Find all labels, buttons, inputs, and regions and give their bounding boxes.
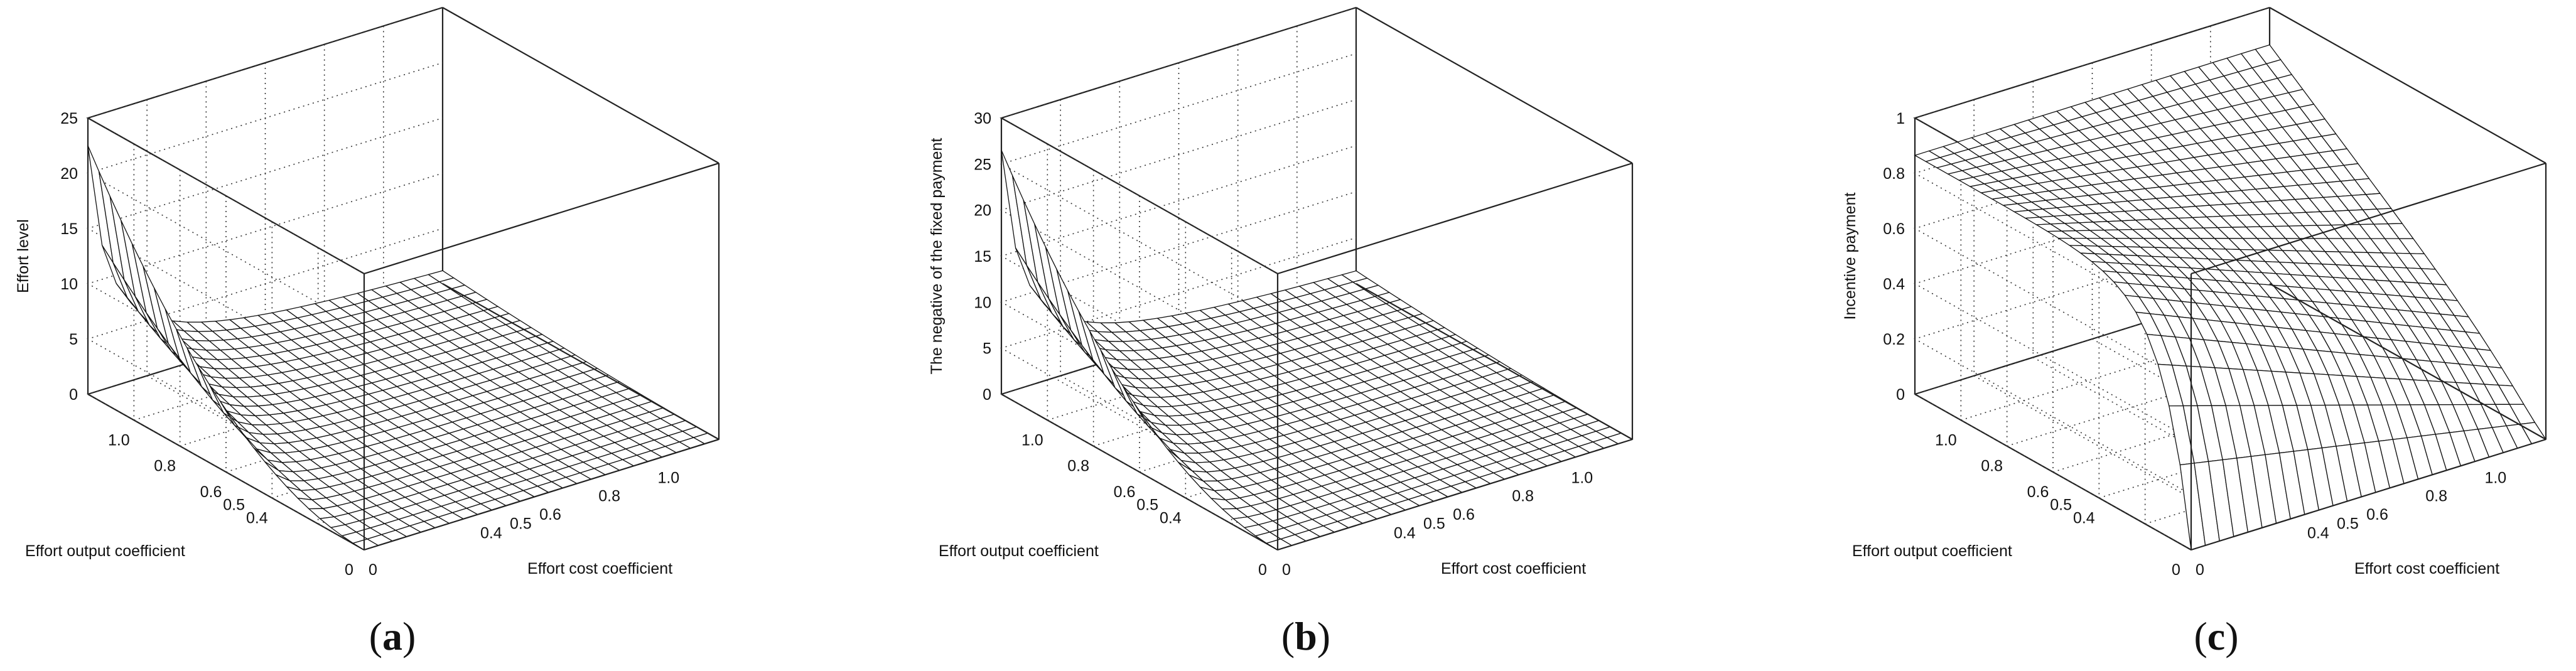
- z-axis-label: Effort level: [14, 219, 32, 293]
- y-tick-label: 0.6: [539, 506, 561, 523]
- axes-frame-front: [1276, 7, 1634, 551]
- x-tick-label: 0: [345, 561, 353, 579]
- y-tick-label: 0: [2196, 561, 2204, 579]
- z-tick-label: 5: [983, 340, 991, 358]
- y-tick-label: 0.5: [2337, 515, 2359, 533]
- x-tick-label: 0: [1258, 561, 1267, 579]
- x-axis-label: Effort output coefficient: [939, 542, 1099, 560]
- panel-label: (a): [369, 614, 416, 658]
- x-tick-label: 0.8: [1981, 458, 2003, 475]
- panel-label: (b): [1281, 614, 1330, 658]
- y-tick-label: 0.4: [1394, 524, 1416, 542]
- z-tick-label: 20: [60, 165, 78, 183]
- tick-labels: 00.20.40.60.8100.40.50.60.81.000.40.50.6…: [1883, 110, 2506, 579]
- y-axis-label: Effort cost coefficient: [2354, 560, 2499, 577]
- z-tick-label: 10: [60, 276, 78, 293]
- axes-frame: [86, 6, 673, 550]
- z-tick-label: 10: [974, 294, 991, 311]
- z-tick-label: 0.4: [1883, 276, 1905, 293]
- x-tick-label: 0.8: [1067, 458, 1089, 475]
- y-tick-label: 0.5: [510, 515, 532, 533]
- z-tick-label: 0.8: [1883, 165, 1905, 183]
- z-tick-label: 0.6: [1883, 220, 1905, 238]
- x-axis-label: Effort output coefficient: [1852, 542, 2012, 560]
- y-tick-label: 0.6: [2366, 506, 2388, 523]
- surface-mesh: [87, 145, 720, 550]
- surface-mesh: [1001, 150, 1634, 550]
- z-tick-label: 0.2: [1883, 331, 1905, 348]
- chart-panel-c: 00.20.40.60.8100.40.50.60.81.000.40.50.6…: [1841, 6, 2547, 658]
- surface-mesh: [1914, 44, 2547, 550]
- z-tick-label: 15: [60, 220, 78, 238]
- x-tick-label: 1.0: [1021, 431, 1043, 449]
- z-tick-label: 0: [69, 386, 78, 404]
- panel-label: (c): [2194, 614, 2238, 658]
- z-tick-label: 30: [974, 110, 991, 127]
- z-tick-label: 0: [983, 386, 991, 404]
- x-tick-label: 0.8: [154, 458, 176, 475]
- z-tick-label: 20: [974, 202, 991, 220]
- y-tick-label: 1.0: [1571, 469, 1593, 486]
- y-tick-label: 0.5: [1423, 515, 1445, 533]
- y-tick-label: 0: [369, 561, 377, 579]
- x-tick-label: 0.6: [1114, 483, 1136, 501]
- y-tick-label: 0.4: [480, 524, 502, 542]
- z-axis-label: The negative of the fixed payment: [928, 138, 946, 375]
- z-tick-label: 15: [974, 248, 991, 266]
- x-tick-label: 0.5: [1136, 497, 1158, 514]
- x-tick-label: 0.6: [200, 483, 222, 501]
- x-tick-label: 0.5: [223, 497, 245, 514]
- z-tick-label: 0: [1896, 386, 1905, 404]
- chart-panel-b: 05101520253000.40.50.60.81.000.40.50.60.…: [928, 6, 1634, 658]
- y-tick-label: 1.0: [657, 469, 679, 486]
- y-tick-label: 0.4: [2307, 524, 2329, 542]
- x-tick-label: 0.5: [2050, 497, 2072, 514]
- x-tick-label: 0.6: [2027, 483, 2049, 501]
- axes-frame-front: [363, 7, 720, 551]
- y-axis-label: Effort cost coefficient: [527, 560, 672, 577]
- x-tick-label: 0: [2172, 561, 2180, 579]
- x-tick-label: 0.4: [246, 509, 268, 527]
- y-tick-label: 0.8: [2425, 488, 2447, 505]
- x-tick-label: 1.0: [108, 431, 130, 449]
- x-axis-label: Effort output coefficient: [25, 542, 185, 560]
- chart-panel-a: 051015202500.40.50.60.81.000.40.50.60.81…: [14, 6, 720, 658]
- tick-labels: 051015202500.40.50.60.81.000.40.50.60.81…: [60, 110, 679, 579]
- z-tick-label: 5: [69, 331, 78, 348]
- z-axis-label: Incentive payment: [1841, 193, 1859, 320]
- y-axis-label: Effort cost coefficient: [1441, 560, 1586, 577]
- x-tick-label: 1.0: [1935, 431, 1957, 449]
- x-tick-label: 0.4: [1160, 509, 1182, 527]
- y-tick-label: 0: [1282, 561, 1291, 579]
- x-tick-label: 0.4: [2073, 509, 2095, 527]
- y-tick-label: 1.0: [2484, 469, 2506, 486]
- z-tick-label: 1: [1896, 110, 1905, 127]
- tick-labels: 05101520253000.40.50.60.81.000.40.50.60.…: [974, 110, 1593, 579]
- y-tick-label: 0.8: [598, 488, 620, 505]
- z-tick-label: 25: [60, 110, 78, 127]
- z-tick-label: 25: [974, 156, 991, 173]
- y-tick-label: 0.8: [1512, 488, 1534, 505]
- axes-frame-front: [2190, 7, 2547, 551]
- y-tick-label: 0.6: [1453, 506, 1475, 523]
